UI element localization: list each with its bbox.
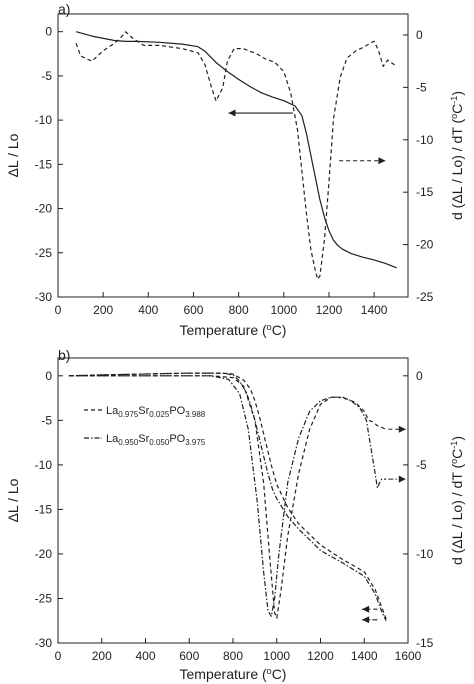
series-line-4	[68, 375, 387, 617]
y2-axis-label: d (ΔL / Lo) / dT (oC-1)	[449, 436, 465, 565]
x-tick-label: 1400	[351, 649, 378, 663]
series-line-2	[68, 372, 387, 621]
x-tick-label: 200	[93, 303, 113, 317]
y2-tick-label: -5	[416, 458, 427, 472]
series-line-2	[75, 31, 398, 280]
y-tick-label: -20	[35, 202, 53, 216]
x-tick-label: 1000	[270, 303, 297, 317]
y-tick-label: -15	[35, 502, 53, 516]
x-tick-label: 400	[138, 303, 158, 317]
y-tick-label: 0	[45, 25, 52, 39]
x-tick-label: 1200	[307, 649, 334, 663]
series-line-1	[75, 31, 397, 269]
x-tick-label: 1000	[263, 649, 290, 663]
arrow-head	[228, 109, 236, 117]
y2-tick-label: -5	[416, 80, 427, 94]
x-tick-label: 600	[179, 649, 199, 663]
x-tick-label: 600	[183, 303, 203, 317]
y-tick-label: -15	[35, 157, 53, 171]
x-tick-label: 0	[55, 649, 62, 663]
y-tick-label: 0	[45, 369, 52, 383]
y-tick-label: -30	[35, 290, 53, 304]
arrow-head	[398, 475, 406, 483]
y2-axis-label: d (ΔL / Lo) / dT (oC-1)	[449, 91, 465, 220]
y-axis-label: ΔL / Lo	[5, 133, 21, 177]
y2-tick-label: -20	[416, 238, 434, 252]
x-tick-label: 1200	[316, 303, 343, 317]
x-tick-label: 400	[135, 649, 155, 663]
series-line-3	[68, 375, 387, 619]
legend-label: La0.975Sr0.025PO3.988	[106, 405, 206, 419]
arrow-head	[378, 157, 386, 165]
y-tick-label: -10	[35, 113, 53, 127]
panel-label: b)	[58, 347, 70, 363]
y2-tick-label: -10	[416, 547, 434, 561]
x-tick-label: 1600	[395, 649, 422, 663]
y2-tick-label: -25	[416, 290, 434, 304]
y2-tick-label: 0	[416, 28, 423, 42]
y-tick-label: -25	[35, 591, 53, 605]
arrow-head	[362, 605, 370, 613]
y2-tick-label: -15	[416, 185, 434, 199]
y-tick-label: -5	[41, 413, 52, 427]
y-tick-label: -10	[35, 458, 53, 472]
plot-frame	[57, 357, 409, 644]
y2-tick-label: -10	[416, 133, 434, 147]
panel-label: a)	[58, 1, 70, 17]
panel-a: a) 0 200 400 600 800 1000 1200 1400 0 -5 -10 -15 -20 -…	[5, 1, 465, 338]
arrow-head	[362, 616, 370, 624]
x-axis-label: Temperature (oC)	[180, 322, 287, 338]
y-tick-label: -30	[35, 636, 53, 650]
y-tick-label: -25	[35, 246, 53, 260]
x-axis-label: Temperature (oC)	[180, 666, 287, 682]
x-tick-label: 200	[92, 649, 112, 663]
plot-frame	[57, 13, 409, 298]
legend-label: La0.950Sr0.050PO3.975	[106, 433, 206, 447]
x-tick-label: 0	[55, 303, 62, 317]
y-tick-label: -5	[41, 69, 52, 83]
arrow-head	[398, 425, 406, 433]
x-tick-label: 800	[223, 649, 243, 663]
x-tick-label: 1400	[361, 303, 388, 317]
x-tick-label: 800	[229, 303, 249, 317]
y-tick-label: -20	[35, 547, 53, 561]
y2-tick-label: -15	[416, 636, 434, 650]
panel-b: b) 0 200 400 600 800 1000 1200 1400 1600 0 -5 -10 -15…	[5, 347, 465, 682]
y-axis-label: ΔL / Lo	[5, 478, 21, 522]
y2-tick-label: 0	[416, 369, 423, 383]
